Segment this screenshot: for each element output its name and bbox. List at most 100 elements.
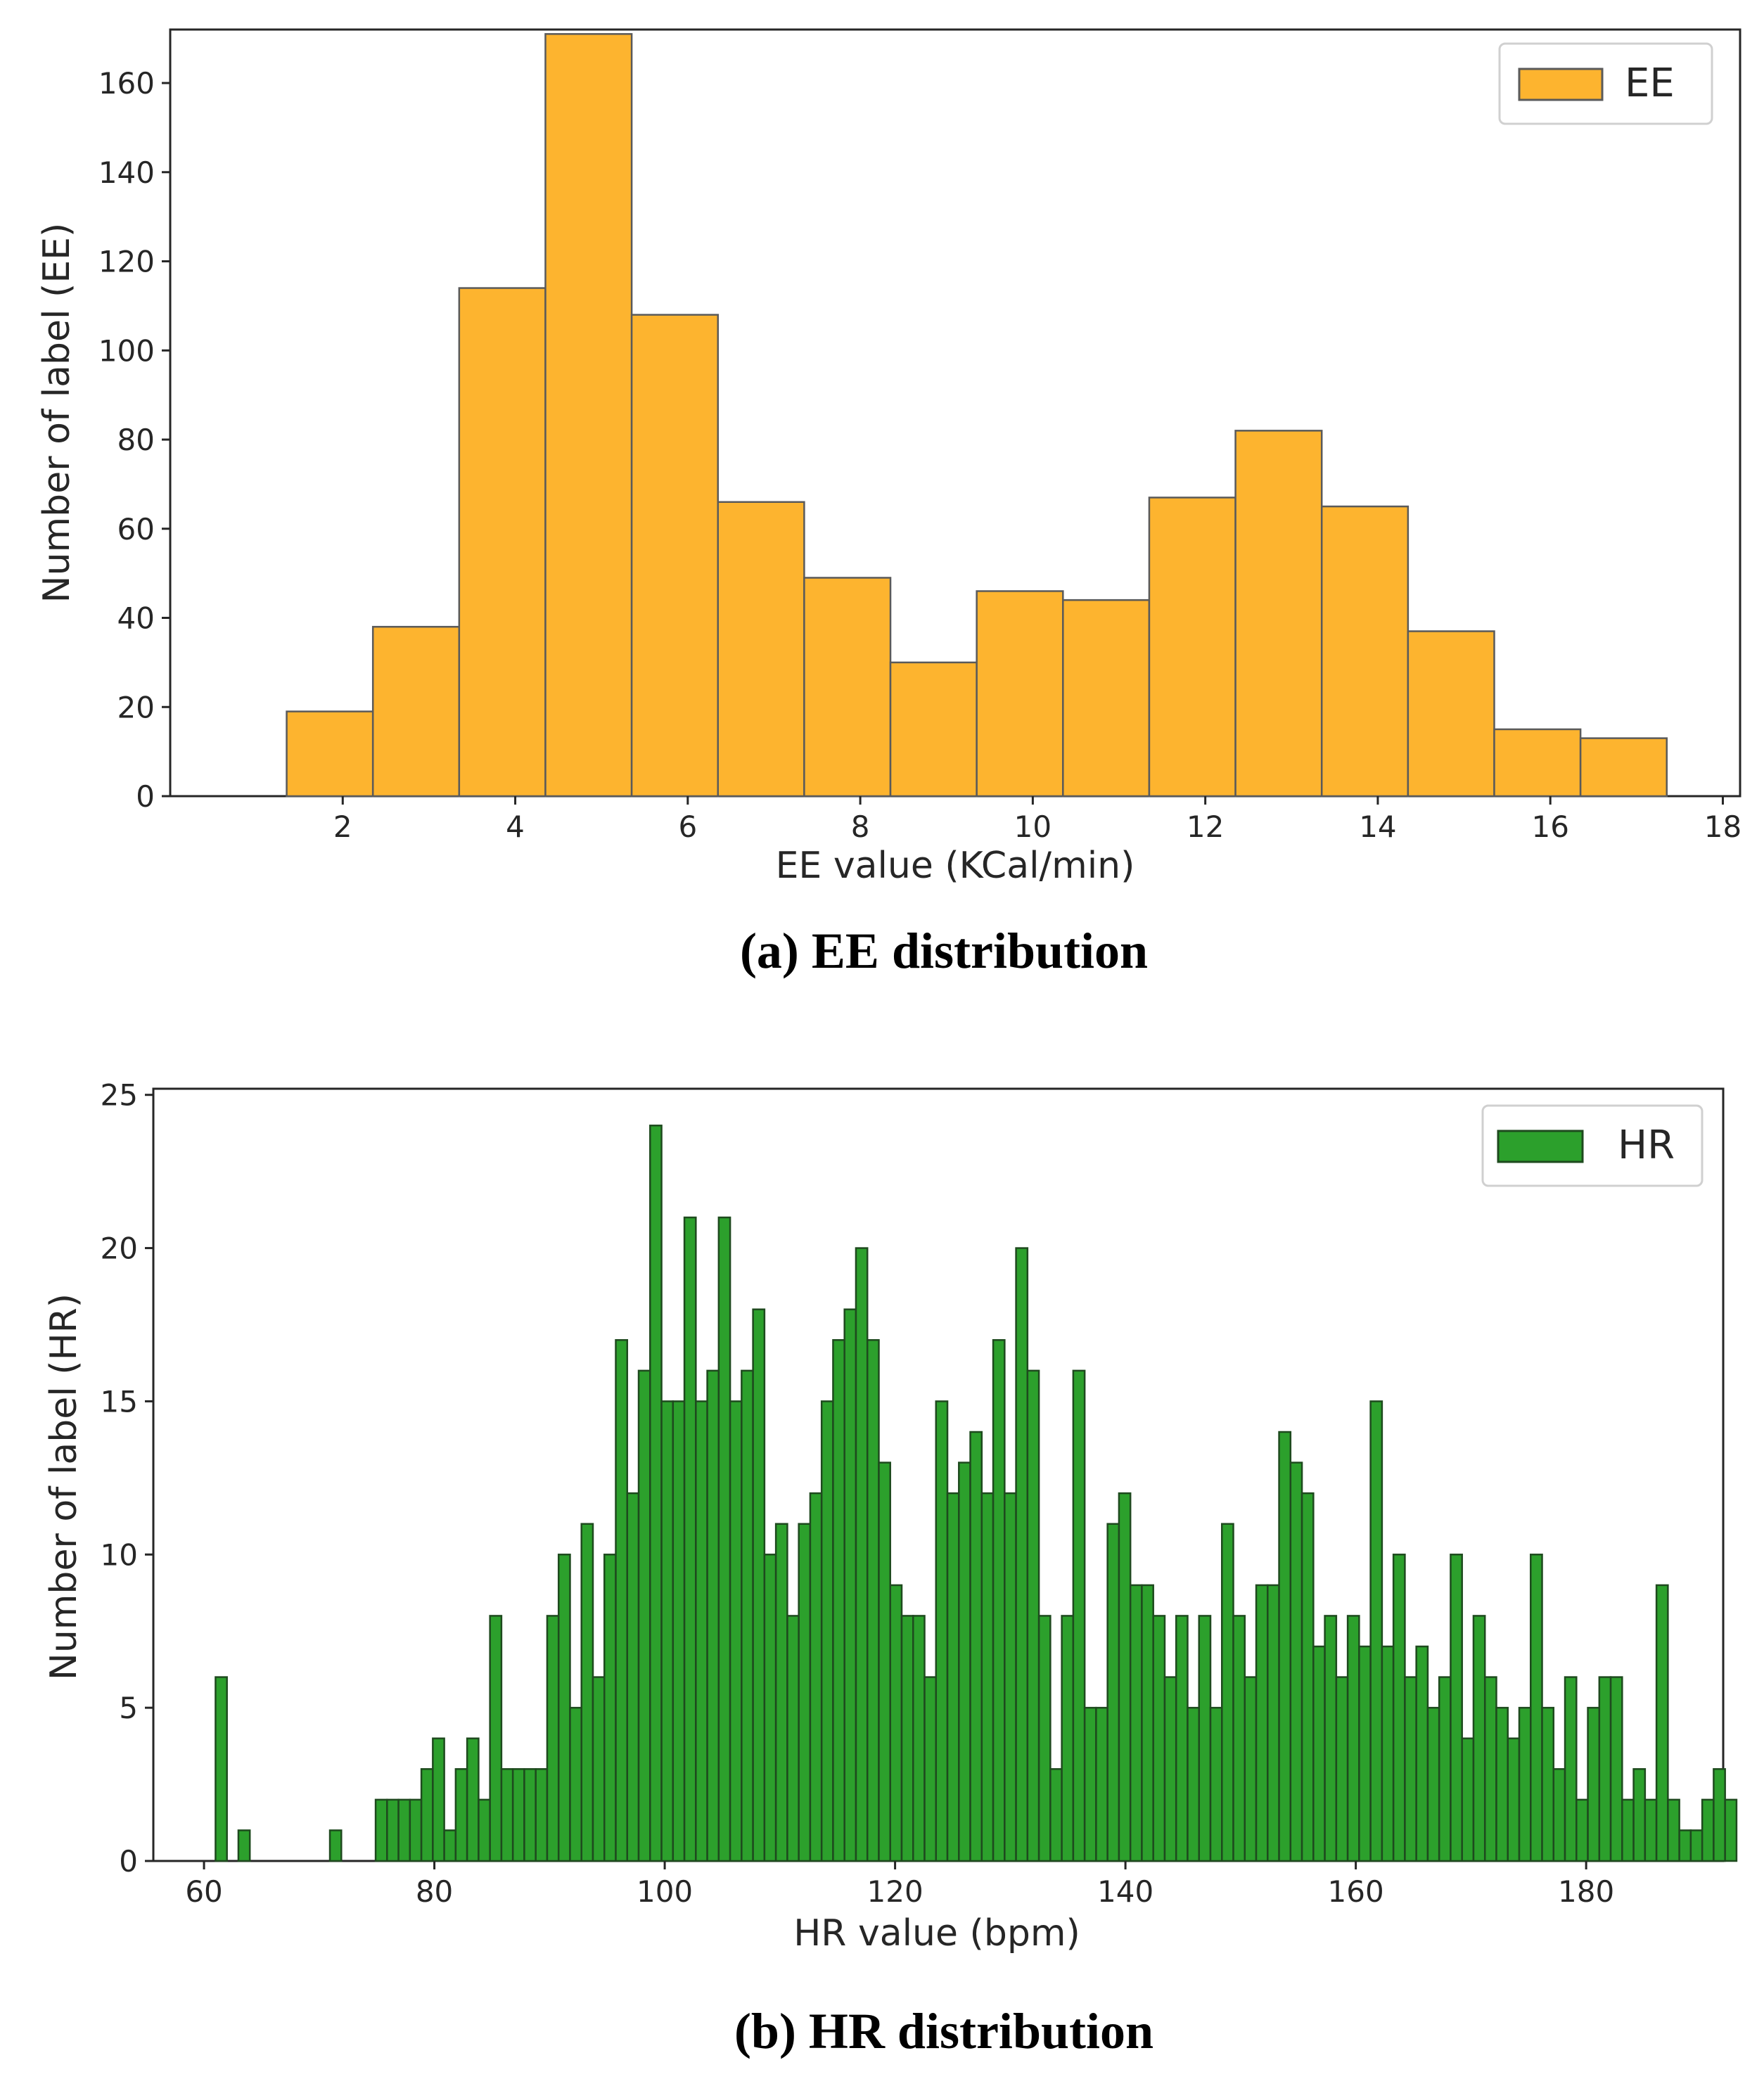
ee-bar [1493, 728, 1582, 798]
ee-x-tick-label: 8 [851, 810, 870, 844]
hr-x-tick-label: 80 [416, 1874, 453, 1909]
hr-y-tick-label: 20 [101, 1232, 138, 1266]
hr-bar [432, 1737, 445, 1862]
hr-bar [1221, 1523, 1234, 1862]
hr-bar [706, 1369, 720, 1862]
hr-y-ticks: 0 5 10 15 20 25 [101, 1078, 153, 1879]
hr-bar [1072, 1369, 1086, 1862]
hr-bar [1335, 1676, 1349, 1862]
hr-bar [1037, 1615, 1052, 1862]
hr-bar [1255, 1584, 1269, 1862]
hr-bar [774, 1523, 788, 1862]
hr-bar [1541, 1706, 1555, 1862]
hr-bar [1450, 1554, 1463, 1862]
hr-bar [672, 1400, 686, 1862]
hr-bar [557, 1554, 571, 1862]
hr-bar [386, 1798, 400, 1862]
hr-x-tick-label: 120 [867, 1874, 923, 1909]
hr-bar [1552, 1768, 1566, 1862]
hr-bar [1518, 1706, 1532, 1862]
hr-bar [1152, 1615, 1166, 1862]
hr-bar [786, 1615, 800, 1862]
hr-bar [420, 1768, 434, 1862]
ee-legend-box [1498, 42, 1713, 125]
hr-bar [409, 1798, 423, 1862]
hr-bar [1655, 1584, 1669, 1862]
ee-y-tick-label: 80 [117, 423, 155, 457]
hr-histogram-chart: 60 80 100 120 140 160 180 0 5 10 15 20 25 HR value … [43, 1078, 1738, 2059]
hr-bar [1495, 1706, 1509, 1862]
hr-bar [466, 1737, 480, 1862]
hr-bar [889, 1584, 903, 1862]
hr-bar [328, 1829, 343, 1862]
hr-bar [1564, 1676, 1578, 1862]
hr-bar [615, 1339, 629, 1862]
hr-bar [1472, 1615, 1486, 1862]
hr-bar [695, 1400, 708, 1862]
hr-bar [878, 1461, 891, 1862]
hr-bar [500, 1768, 514, 1862]
hr-bar [935, 1400, 949, 1862]
ee-bar [371, 625, 461, 798]
hr-bar [1507, 1737, 1521, 1862]
hr-legend-box [1481, 1104, 1704, 1187]
hr-bar [1587, 1706, 1601, 1862]
hr-bar [237, 1829, 251, 1862]
hr-bar [752, 1308, 766, 1862]
ee-y-tick-label: 40 [117, 601, 155, 636]
ee-bar [286, 710, 374, 798]
hr-bar [717, 1216, 731, 1862]
ee-y-ticks: 0 20 40 60 80 100 120 140 160 [98, 66, 170, 814]
ee-x-ticks: 2 4 6 8 10 12 14 16 18 [333, 796, 1741, 844]
hr-bar [1392, 1554, 1406, 1862]
hr-bar [535, 1768, 549, 1862]
hr-bar [946, 1492, 960, 1862]
hr-bar [660, 1400, 675, 1862]
ee-bar [1407, 630, 1495, 798]
ee-bar [1579, 737, 1668, 798]
hr-bar [215, 1676, 228, 1862]
hr-bar [397, 1798, 411, 1862]
hr-bar [454, 1768, 468, 1862]
hr-bar [1083, 1706, 1097, 1862]
hr-bar [1530, 1554, 1543, 1862]
hr-x-tick-label: 100 [637, 1874, 693, 1909]
ee-x-tick-label: 2 [333, 810, 352, 844]
ee-histogram-chart: 2 4 6 8 10 12 14 16 18 0 20 40 60 80 100 120 140 160 EE … [36, 28, 1741, 979]
hr-bar [1358, 1645, 1372, 1862]
ee-x-axis-label: EE value (KCal/min) [776, 845, 1135, 887]
hr-bar [1324, 1615, 1338, 1862]
hr-bar [1026, 1369, 1040, 1862]
hr-bar [1312, 1645, 1326, 1862]
ee-y-tick-label: 60 [117, 512, 155, 546]
ee-bar [976, 590, 1064, 798]
hr-bar [1049, 1768, 1063, 1862]
hr-bar [1346, 1615, 1360, 1862]
hr-bar [980, 1492, 995, 1862]
ee-bars [286, 33, 1668, 798]
hr-bar [1621, 1798, 1635, 1862]
hr-bar [729, 1400, 743, 1862]
hr-bar [1461, 1737, 1475, 1862]
hr-bar [763, 1554, 777, 1862]
hr-bar [1300, 1492, 1315, 1862]
hr-bar [1198, 1615, 1212, 1862]
hr-bar [832, 1339, 845, 1862]
hr-bar [969, 1431, 983, 1862]
ee-bar [717, 501, 805, 798]
ee-x-tick-label: 6 [678, 810, 697, 844]
hr-bar [809, 1492, 823, 1862]
hr-bar [1678, 1829, 1692, 1862]
hr-x-axis-label: HR value (bpm) [793, 1912, 1080, 1955]
ee-legend-label: EE [1625, 60, 1675, 106]
ee-bar [803, 577, 892, 798]
ee-legend: EE [1498, 42, 1713, 125]
hr-bar [1381, 1645, 1395, 1862]
ee-x-tick-label: 4 [506, 810, 525, 844]
hr-bar [478, 1798, 491, 1862]
ee-bar [1062, 599, 1151, 798]
hr-bar [1278, 1431, 1292, 1862]
hr-y-tick-label: 25 [101, 1078, 138, 1113]
hr-bar [443, 1829, 457, 1862]
hr-bar [923, 1676, 938, 1862]
